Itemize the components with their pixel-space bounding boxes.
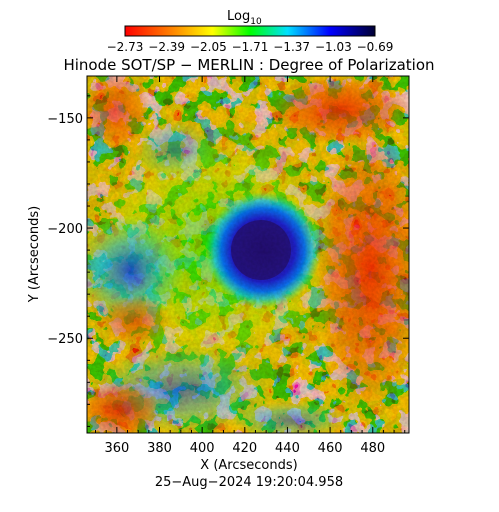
colorbar-tick-label: −0.69 — [357, 40, 394, 54]
polarization-map — [87, 76, 409, 433]
x-axis: 360 380 400 420 440 460 480 — [95, 76, 406, 456]
colorbar-ticks: −2.73 −2.39 −2.05 −1.71 −1.37 −1.03 −0.69 — [107, 40, 394, 54]
x-tick-label: 420 — [232, 441, 257, 456]
colorbar-scale — [124, 25, 376, 37]
y-tick-label: −150 — [47, 112, 83, 127]
x-tick-label: 360 — [104, 441, 129, 456]
x-tick-label: 400 — [190, 441, 215, 456]
colorbar-tick-label: −1.71 — [232, 40, 269, 54]
y-tick-label: −250 — [47, 332, 83, 347]
timestamp: 25−Aug−2024 19:20:04.958 — [155, 475, 343, 490]
plot-title: Hinode SOT/SP − MERLIN : Degree of Polar… — [63, 56, 434, 74]
colorbar-tick-label: −1.37 — [273, 40, 310, 54]
plot-frame — [86, 75, 410, 434]
y-axis: −150 −200 −250 — [47, 95, 409, 427]
colorbar: Log10 −2.73 −2.39 −2.05 −1.71 −1.37 −1.03 −0.6… — [107, 9, 394, 54]
y-axis-label: Y (Arcseconds) — [27, 206, 42, 303]
colorbar-tick-label: −2.39 — [148, 40, 185, 54]
x-tick-label: 440 — [275, 441, 300, 456]
x-tick-label: 480 — [360, 441, 385, 456]
y-tick-label: −200 — [47, 222, 83, 237]
colorbar-tick-label: −2.73 — [107, 40, 144, 54]
x-axis-label: X (Arcseconds) — [200, 458, 297, 473]
colorbar-tick-label: −1.03 — [315, 40, 352, 54]
colorbar-title: Log10 — [227, 9, 262, 27]
colorbar-tick-label: −2.05 — [190, 40, 227, 54]
x-tick-label: 380 — [147, 441, 172, 456]
x-tick-label: 460 — [318, 441, 343, 456]
